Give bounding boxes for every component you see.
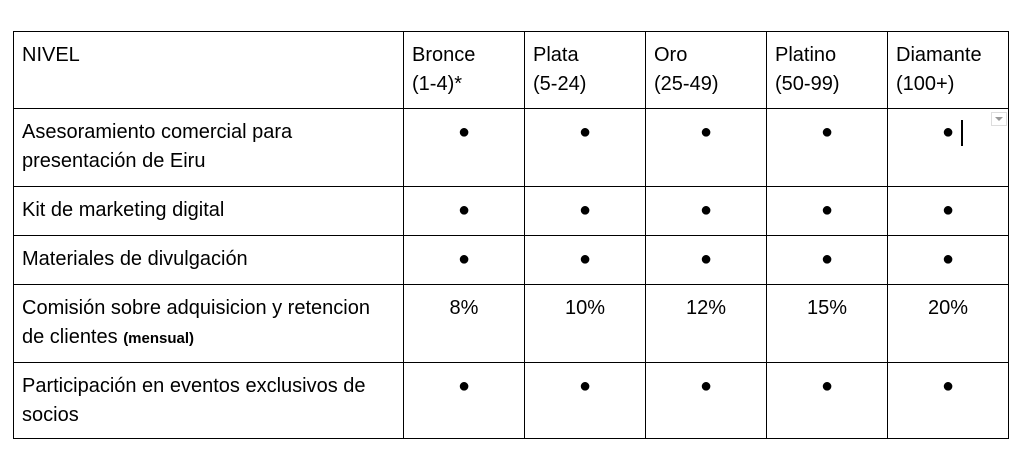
value-cell: ● — [887, 186, 1009, 236]
value-cell: 8% — [403, 284, 525, 363]
cell-value: 10% — [564, 297, 606, 319]
cell-value: ● — [820, 375, 834, 397]
benefit-row: Asesoramiento comercial para presentació… — [13, 108, 1009, 187]
level-header: Plata (5-24) — [524, 31, 646, 109]
level-range: (5-24) — [533, 73, 587, 95]
row-label-cell: Materiales de divulgación — [13, 235, 404, 285]
benefit-row: Kit de marketing digital ● ● ● ● ● — [13, 186, 1009, 236]
level-range: (50-99) — [775, 73, 840, 95]
level-header: Platino (50-99) — [766, 31, 888, 109]
value-cell: ● — [887, 235, 1009, 285]
table-body: NIVEL Bronce (1-4)* Plata (5-24) Oro (25-49) Pl… — [13, 31, 1009, 439]
row-label: Materiales de divulgación — [22, 248, 248, 270]
level-header: Diamante (100+) — [887, 31, 1009, 109]
header-row: NIVEL Bronce (1-4)* Plata (5-24) Oro (25-49) Pl… — [13, 31, 1009, 109]
value-cell: ● — [524, 235, 646, 285]
cell-value: 12% — [685, 297, 727, 319]
cell-value: 8% — [449, 297, 479, 319]
cell-value: ● — [457, 199, 471, 221]
cell-value: ● — [941, 199, 955, 221]
value-cell: 12% — [645, 284, 767, 363]
value-cell: ● — [766, 186, 888, 236]
row-label: Kit de marketing digital — [22, 199, 225, 221]
cell-value: ● — [941, 375, 955, 397]
cell-value: ● — [820, 248, 834, 270]
cell-value: ● — [699, 375, 713, 397]
benefit-row: Participación en eventos exclusivos de s… — [13, 362, 1009, 439]
cell-value: ● — [457, 121, 471, 143]
level-name: Plata — [533, 44, 579, 66]
cell-value: ● — [820, 121, 834, 143]
cell-value: ● — [820, 199, 834, 221]
cell-value: ● — [699, 121, 713, 143]
value-cell: ● — [524, 362, 646, 439]
row-note: (mensual) — [123, 330, 195, 347]
value-cell: ● — [645, 186, 767, 236]
level-name: Diamante — [896, 44, 982, 66]
cell-value: ● — [578, 199, 592, 221]
row-label-cell: Participación en eventos exclusivos de s… — [13, 362, 404, 439]
value-cell: ● — [766, 235, 888, 285]
row-label: Comisión sobre adquisicion y retencion d… — [22, 297, 370, 348]
benefit-row: Comisión sobre adquisicion y retencion d… — [13, 284, 1009, 363]
value-cell: ● — [645, 108, 767, 187]
header-cell: NIVEL — [13, 31, 404, 109]
cell-value: ● — [578, 121, 592, 143]
cell-value: ● — [578, 375, 592, 397]
level-range: (25-49) — [654, 73, 719, 95]
value-cell: ● — [524, 108, 646, 187]
value-cell: ● — [403, 362, 525, 439]
value-cell: ● — [645, 235, 767, 285]
level-header: Oro (25-49) — [645, 31, 767, 109]
benefit-row: Materiales de divulgación ● ● ● ● ● — [13, 235, 1009, 285]
cell-value: ● — [457, 375, 471, 397]
cell-value: ● — [699, 248, 713, 270]
cell-value: ● — [578, 248, 592, 270]
level-name: Oro — [654, 44, 688, 66]
level-name: Platino — [775, 44, 837, 66]
row-label-cell: Asesoramiento comercial para presentació… — [13, 108, 404, 187]
value-cell: ● — [403, 108, 525, 187]
value-cell: ● — [887, 362, 1009, 439]
value-cell: ● — [403, 235, 525, 285]
level-range: (1-4)* — [412, 73, 463, 95]
value-cell: 20% — [887, 284, 1009, 363]
level-range: (100+) — [896, 73, 955, 95]
text-cursor — [961, 120, 963, 146]
level-header: Bronce (1-4)* — [403, 31, 525, 109]
row-label: Asesoramiento comercial para presentació… — [22, 121, 293, 172]
value-cell: ● — [645, 362, 767, 439]
dropdown-button[interactable] — [991, 112, 1007, 126]
cell-value: ● — [941, 248, 955, 270]
header-title: NIVEL — [22, 44, 80, 66]
row-label: Participación en eventos exclusivos de s… — [22, 375, 366, 426]
row-label-cell: Kit de marketing digital — [13, 186, 404, 236]
cell-value: ● — [457, 248, 471, 270]
value-cell: ● — [766, 362, 888, 439]
value-cell: ● — [766, 108, 888, 187]
row-label-cell: Comisión sobre adquisicion y retencion d… — [13, 284, 404, 363]
value-cell: ● — [403, 186, 525, 236]
cell-value: 15% — [806, 297, 848, 319]
cell-value: ● — [941, 121, 955, 143]
level-name: Bronce — [412, 44, 476, 66]
value-cell: 10% — [524, 284, 646, 363]
value-cell: ● — [524, 186, 646, 236]
value-cell: 15% — [766, 284, 888, 363]
tiers-table: NIVEL Bronce (1-4)* Plata (5-24) Oro (25-49) Pl… — [13, 31, 1009, 439]
cell-value: ● — [699, 199, 713, 221]
cell-value: 20% — [927, 297, 969, 319]
value-cell: ● — [887, 108, 1009, 187]
